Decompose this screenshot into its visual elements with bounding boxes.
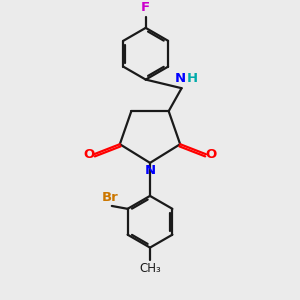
Text: H: H [187, 72, 198, 85]
Text: O: O [206, 148, 217, 161]
Text: CH₃: CH₃ [139, 262, 161, 275]
Text: F: F [141, 1, 150, 14]
Text: N: N [175, 72, 186, 85]
Text: Br: Br [102, 191, 119, 204]
Text: O: O [83, 148, 94, 161]
Text: N: N [144, 164, 156, 177]
